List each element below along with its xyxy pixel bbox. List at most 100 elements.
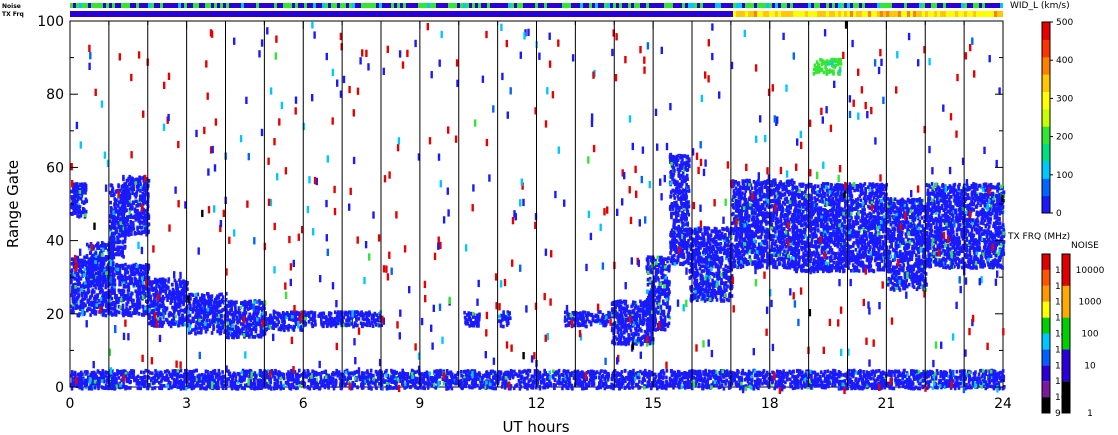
echo-cell bbox=[100, 244, 103, 248]
echo-cell bbox=[72, 211, 75, 215]
txfrq-strip-cell bbox=[205, 11, 208, 17]
txfrq-strip-cell bbox=[469, 11, 472, 17]
echo-cell bbox=[204, 308, 208, 313]
echo-cell bbox=[313, 317, 316, 322]
echo-cell bbox=[114, 209, 118, 214]
echo-cell bbox=[659, 305, 663, 309]
echo-cell bbox=[124, 277, 128, 281]
noise-strip-cell bbox=[142, 3, 145, 8]
echo-cell bbox=[663, 317, 667, 322]
echo-cell bbox=[264, 328, 268, 332]
txfrq-strip-cell bbox=[436, 11, 439, 17]
noise-strip-cell bbox=[868, 3, 871, 8]
txfrq-strip-cell bbox=[931, 11, 934, 17]
echo-cell bbox=[366, 323, 369, 328]
echo-cell bbox=[148, 313, 151, 317]
noise-strip-cell bbox=[739, 3, 742, 8]
echo-cell bbox=[141, 187, 145, 192]
noise-strip-cell bbox=[466, 3, 469, 8]
echo-cell bbox=[260, 324, 263, 329]
noise-strip-cell bbox=[850, 3, 853, 8]
echo-cell bbox=[124, 280, 128, 284]
echo-cell bbox=[637, 328, 640, 333]
txfrq-strip-cell bbox=[499, 11, 502, 17]
echo-cell bbox=[281, 312, 285, 316]
echo-cell bbox=[86, 290, 90, 295]
echo-cell bbox=[353, 322, 357, 326]
echo-cell bbox=[188, 301, 191, 306]
txfrq-strip-cell bbox=[889, 11, 892, 17]
echo-cell bbox=[72, 257, 75, 262]
echo-cell bbox=[73, 292, 77, 296]
echo-cell bbox=[143, 213, 147, 217]
txfrq-strip-cell bbox=[676, 11, 679, 17]
echo-cell bbox=[99, 297, 103, 301]
echo-cell bbox=[226, 315, 229, 319]
txfrq-strip-cell bbox=[826, 11, 829, 17]
echo-cell bbox=[662, 301, 665, 306]
echo-cell bbox=[627, 341, 630, 346]
echo-cell bbox=[645, 318, 649, 323]
echo-cell bbox=[317, 314, 320, 318]
txfrq-strip-cell bbox=[655, 11, 658, 17]
noise-strip-cell bbox=[187, 3, 190, 8]
noise-strip-cell bbox=[613, 3, 616, 8]
echo-cell bbox=[72, 208, 76, 213]
noise-strip-cell bbox=[301, 3, 304, 8]
echo-cell bbox=[349, 310, 353, 315]
echo-cell bbox=[106, 268, 109, 272]
echo-cell bbox=[245, 303, 248, 308]
echo-cell bbox=[612, 331, 615, 336]
echo-cell bbox=[262, 329, 265, 334]
txfrq-strip-cell bbox=[94, 11, 97, 17]
echo-cell bbox=[671, 207, 675, 211]
echo-cell bbox=[148, 292, 151, 297]
noise-strip-cell bbox=[310, 3, 313, 8]
echo-cell bbox=[75, 199, 79, 204]
echo-cell bbox=[564, 310, 567, 315]
echo-cell bbox=[311, 323, 315, 328]
echo-cell bbox=[333, 310, 337, 315]
txfrq-strip-cell bbox=[613, 11, 616, 17]
echo-cell bbox=[160, 287, 163, 292]
txfrq-strip-cell bbox=[91, 11, 94, 17]
echo-cell bbox=[219, 320, 223, 325]
echo-cell bbox=[77, 275, 81, 280]
txfrq-strip-cell bbox=[487, 11, 490, 17]
txfrq-strip-cell bbox=[715, 11, 718, 17]
echo-cell bbox=[229, 300, 233, 304]
echo-cell bbox=[681, 158, 684, 162]
txfrq-strip-cell bbox=[403, 11, 406, 17]
txfrq-strip-cell bbox=[886, 11, 889, 17]
echo-cell bbox=[180, 297, 183, 301]
noise-strip-cell bbox=[865, 3, 868, 8]
echo-cell bbox=[643, 334, 646, 338]
txfrq-strip-cell bbox=[208, 11, 211, 17]
noise-strip-cell bbox=[565, 3, 568, 8]
noise-strip-cell bbox=[643, 3, 646, 8]
txfrq-strip-cell bbox=[991, 11, 994, 17]
echo-cell bbox=[105, 308, 108, 313]
echo-cell bbox=[641, 316, 645, 321]
echo-cell bbox=[111, 307, 114, 311]
echo-cell bbox=[138, 219, 142, 224]
noise-strip-cell bbox=[133, 3, 136, 8]
echo-cell bbox=[150, 281, 154, 286]
txfrq-strip-cell bbox=[841, 11, 844, 17]
echo-cell bbox=[674, 226, 677, 230]
echo-cell bbox=[633, 312, 637, 317]
noise-strip-cell bbox=[463, 3, 466, 8]
echo-cell bbox=[118, 234, 122, 238]
echo-cell bbox=[124, 181, 128, 186]
noise-strip-cell bbox=[367, 3, 370, 8]
echo-cell bbox=[165, 293, 169, 298]
echo-cell bbox=[672, 233, 676, 237]
echo-cell bbox=[189, 320, 192, 325]
echo-cell bbox=[116, 212, 120, 216]
noise-strip-cell bbox=[319, 3, 322, 8]
echo-cell bbox=[613, 312, 617, 316]
echo-cell bbox=[140, 215, 144, 220]
echo-cell bbox=[228, 311, 232, 316]
txfrq-strip-cell bbox=[310, 11, 313, 17]
txfrq-strip-cell bbox=[607, 11, 610, 17]
